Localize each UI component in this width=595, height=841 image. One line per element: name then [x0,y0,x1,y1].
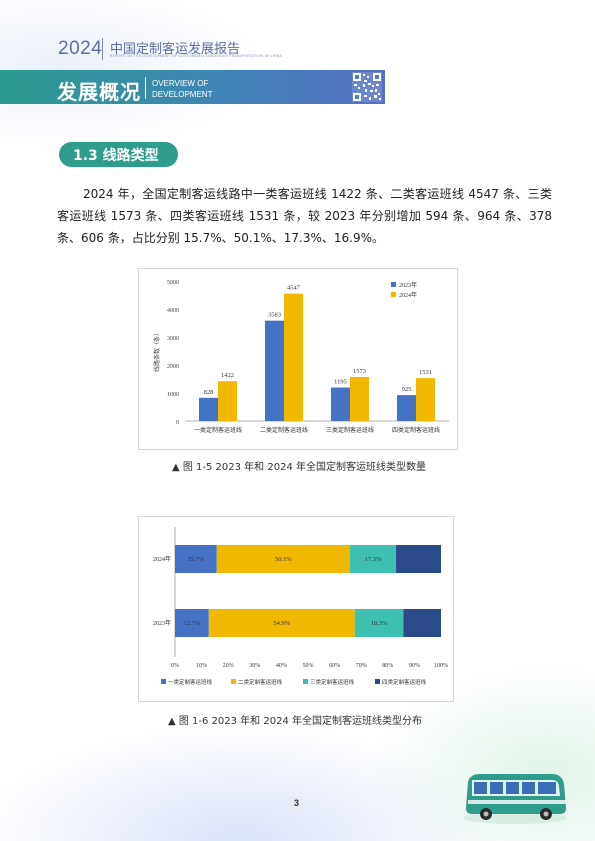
banner-english: OVERVIEW OF DEVELOPMENT [152,78,242,100]
bar-value-label: 1422 [221,372,234,379]
segment-label: 54.9% [273,620,290,627]
banner-english-line1: OVERVIEW OF [152,79,209,88]
y-category-label: 2023年 [153,619,171,627]
stacked-segment [403,609,441,637]
segment-label: 18.3% [371,620,388,627]
bar-value-label: 1573 [353,368,366,375]
stacked-segment [175,609,209,637]
legend-swatch [161,679,166,684]
bar-value-label: 1195 [334,379,347,386]
bar-value-label: 925 [402,386,412,393]
legend-swatch [303,679,308,684]
stacked-segment [175,545,217,573]
x-category-label: 一类定制客运班线 [194,426,242,434]
bus-illustration-icon [463,774,567,824]
bar-2023 [397,395,416,421]
x-tick-label: 100% [434,663,448,669]
stacked-segment [354,609,404,637]
stacked-segment [396,545,441,573]
section-heading-pill [59,142,178,167]
header-divider [102,38,103,60]
legend-swatch [391,282,396,287]
legend-label: 2024年 [399,291,417,299]
x-tick-label: 0% [171,663,179,669]
figure-stacked-chart: 0% 10% 20% 30% 40% 50% 60% 70% 80% 90% 100% 2024年 15… [138,516,454,702]
bar-value-label: 1531 [419,369,432,376]
figure2-caption: ▲ 图 1-6 2023 年和 2024 年全国定制客运班线类型分布 [168,716,422,727]
segment-label: 17.3% [365,556,382,563]
legend-label: 三类定制客运班线 [310,678,355,686]
qr-pattern-icon [352,72,382,102]
header-year: 2024 [58,38,103,59]
segment-label: 12.7% [183,620,200,627]
x-category-label: 三类定制客运班线 [326,426,374,434]
bar-2024 [218,381,237,421]
page-number: 3 [288,795,305,812]
bar-2023 [199,397,218,421]
legend-swatch [391,292,396,297]
bar-2024 [284,293,303,421]
header-subtitle: REPORT ON THE DEVELOPMENT OF CUSTOMIZED … [110,54,283,58]
body-paragraph: 2024 年，全国定制客运线路中一类客运班线 1422 条、二类客运班线 454… [57,187,552,245]
bar-value-label: 3583 [268,312,281,319]
stacked-segment [216,545,351,573]
x-tick-label: 50% [303,663,314,669]
section-banner [0,70,385,104]
y-tick-label: 4000 [167,308,179,314]
bar-2024 [350,376,369,421]
stacked-segment [350,545,397,573]
x-tick-label: 40% [276,663,287,669]
y-tick-label: 5000 [167,280,179,286]
x-tick-label: 60% [329,663,340,669]
y-axis-label: 线路条数（条） [153,330,161,372]
bar-2024 [416,378,435,421]
header-title: 中国定制客运发展报告 [110,42,241,57]
x-category-label: 四类定制客运班线 [392,426,440,434]
banner-divider [145,77,146,99]
figure-bar-chart: 0 1000 2000 3000 4000 5000 线路条数（条） 828 1422 一类定制客… [138,268,458,450]
y-tick-label: 0 [176,420,179,426]
x-tick-label: 80% [382,663,393,669]
x-category-label: 二类定制客运班线 [260,426,308,434]
legend-swatch [375,679,380,684]
banner-title: 发展概况 [57,80,141,104]
legend-label: 一类定制客运班线 [168,678,213,686]
section-heading: 1.3 线路类型 [73,148,159,164]
legend-label: 二类定制客运班线 [238,678,283,686]
legend-label: 2023年 [399,281,417,289]
bar-2023 [331,387,350,421]
bar-value-label: 828 [204,389,214,396]
x-tick-label: 10% [196,663,207,669]
segment-label: 15.7% [187,556,204,563]
y-tick-label: 3000 [167,336,179,342]
bar-value-label: 4547 [287,285,301,292]
x-tick-label: 70% [356,663,367,669]
x-tick-label: 30% [249,663,260,669]
segment-label: 50.1% [275,556,292,563]
stacked-segment [208,609,355,637]
legend-swatch [231,679,236,684]
y-category-label: 2024年 [153,555,171,563]
banner-english-line2: DEVELOPMENT [152,90,213,99]
bar-chart: 0 1000 2000 3000 4000 5000 线路条数（条） 828 1422 一类定制客… [153,280,449,434]
y-tick-label: 1000 [167,392,179,398]
figure1-caption: ▲ 图 1-5 2023 年和 2024 年全国定制客运班线类型数量 [172,462,426,473]
stacked-bar-chart: 0% 10% 20% 30% 40% 50% 60% 70% 80% 90% 100% 2024年 15… [153,527,448,686]
legend-label: 四类定制客运班线 [382,678,427,686]
x-tick-label: 90% [409,663,420,669]
x-tick-label: 20% [223,663,234,669]
y-tick-label: 2000 [167,364,179,370]
bar-2023 [265,320,284,421]
